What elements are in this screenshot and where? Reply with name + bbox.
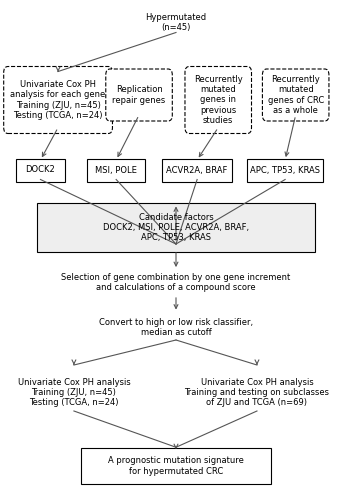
Text: Hypermutated
(n=45): Hypermutated (n=45) (145, 13, 207, 32)
FancyBboxPatch shape (87, 158, 145, 182)
FancyBboxPatch shape (16, 158, 65, 182)
Text: Univariate Cox PH analysis
Training (ZJU, n=45)
Testing (TCGA, n=24): Univariate Cox PH analysis Training (ZJU… (18, 378, 130, 408)
Text: Univariate Cox PH analysis
Training and testing on subclasses
of ZJU and TCGA (n: Univariate Cox PH analysis Training and … (184, 378, 329, 408)
Text: Candidate factors
DOCK2, MSI, POLE, ACVR2A, BRAF,
APC, TP53, KRAS: Candidate factors DOCK2, MSI, POLE, ACVR… (103, 212, 249, 242)
Text: APC, TP53, KRAS: APC, TP53, KRAS (250, 166, 320, 174)
Text: Convert to high or low risk classifier,
median as cutoff: Convert to high or low risk classifier, … (99, 318, 253, 337)
FancyBboxPatch shape (37, 203, 315, 252)
FancyBboxPatch shape (247, 158, 323, 182)
FancyBboxPatch shape (162, 158, 232, 182)
Text: MSI, POLE: MSI, POLE (95, 166, 137, 174)
FancyBboxPatch shape (106, 69, 172, 121)
FancyBboxPatch shape (4, 66, 113, 134)
Text: Replication
repair genes: Replication repair genes (112, 86, 166, 104)
FancyBboxPatch shape (263, 69, 329, 121)
Text: Univariate Cox PH
analysis for each gene
Training (ZJU, n=45)
Testing (TCGA, n=2: Univariate Cox PH analysis for each gene… (11, 80, 106, 120)
Text: A prognostic mutation signature
for hypermutated CRC: A prognostic mutation signature for hype… (108, 456, 244, 475)
Text: Recurrently
mutated
genes in
previous
studies: Recurrently mutated genes in previous st… (194, 74, 243, 126)
FancyBboxPatch shape (81, 448, 271, 484)
Text: Selection of gene combination by one gene increment
and calculations of a compou: Selection of gene combination by one gen… (61, 273, 291, 292)
Text: ACVR2A, BRAF: ACVR2A, BRAF (166, 166, 228, 174)
Text: Recurrently
mutated
genes of CRC
as a whole: Recurrently mutated genes of CRC as a wh… (268, 75, 324, 115)
FancyBboxPatch shape (185, 66, 251, 134)
Text: DOCK2: DOCK2 (26, 166, 55, 174)
